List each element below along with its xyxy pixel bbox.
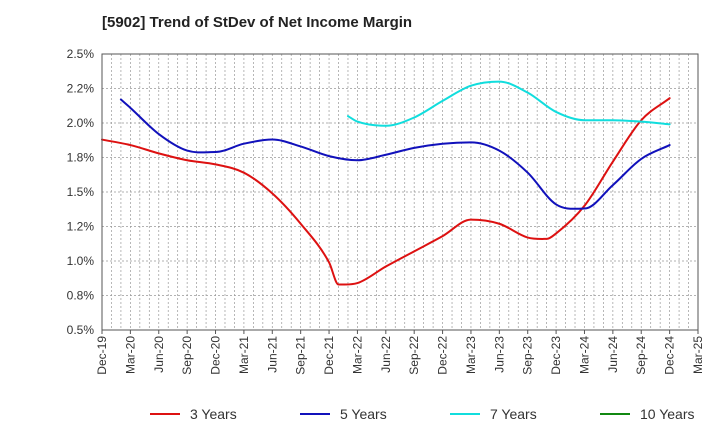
x-tick-label: Sep-23 bbox=[521, 336, 535, 375]
y-tick-label: 2.5% bbox=[67, 47, 95, 61]
y-tick-label: 1.5% bbox=[67, 185, 95, 199]
legend-label-7-years: 7 Years bbox=[490, 406, 537, 422]
plot-frame bbox=[101, 53, 699, 331]
x-tick-label: Dec-20 bbox=[209, 336, 223, 375]
x-tick-label: Sep-20 bbox=[180, 336, 194, 375]
series-line-3-years bbox=[101, 97, 671, 286]
x-tick-label: Mar-20 bbox=[123, 336, 137, 374]
y-tick-label: 0.8% bbox=[67, 289, 95, 303]
x-tick-label: Dec-21 bbox=[322, 336, 336, 375]
x-tick-label: Mar-25 bbox=[691, 336, 705, 374]
series-line-5-years bbox=[119, 98, 671, 210]
x-tick-label: Dec-22 bbox=[436, 336, 450, 375]
x-tick-label: Jun-22 bbox=[379, 336, 393, 373]
legend-label-5-years: 5 Years bbox=[340, 406, 387, 422]
x-tick-label: Jun-24 bbox=[606, 336, 620, 373]
x-tick-label: Dec-24 bbox=[663, 336, 677, 375]
grid-layer bbox=[102, 53, 698, 331]
y-tick-label: 2.0% bbox=[67, 116, 95, 130]
x-axis-ticks: Dec-19 Mar-20 Jun-20 Sep-20 Dec-20 Mar-21 Jun-… bbox=[95, 330, 705, 375]
series-line-7-years bbox=[346, 80, 671, 127]
x-tick-label: Mar-22 bbox=[350, 336, 364, 374]
y-tick-label: 1.2% bbox=[67, 220, 95, 234]
y-tick-label: 1.8% bbox=[67, 151, 95, 165]
x-tick-label: Mar-23 bbox=[464, 336, 478, 374]
x-tick-label: Mar-24 bbox=[577, 336, 591, 374]
x-tick-label: Sep-22 bbox=[407, 336, 421, 375]
x-tick-label: Sep-21 bbox=[294, 336, 308, 375]
series-layer bbox=[101, 80, 671, 286]
y-tick-label: 2.2% bbox=[67, 82, 95, 96]
y-tick-label: 0.5% bbox=[67, 323, 95, 337]
x-tick-label: Dec-23 bbox=[549, 336, 563, 375]
chart-title: [5902] Trend of StDev of Net Income Marg… bbox=[102, 14, 413, 31]
x-tick-label: Jun-23 bbox=[492, 336, 506, 373]
x-tick-label: Jun-20 bbox=[152, 336, 166, 373]
legend-label-10-years: 10 Years bbox=[640, 406, 695, 422]
x-tick-label: Sep-24 bbox=[634, 336, 648, 375]
legend-label-3-years: 3 Years bbox=[190, 406, 237, 422]
x-tick-label: Dec-19 bbox=[95, 336, 109, 375]
legend: 3 Years 5 Years 7 Years 10 Years bbox=[150, 406, 695, 422]
x-tick-label: Jun-21 bbox=[265, 336, 279, 373]
y-axis-ticks: 0.5% 0.8% 1.0% 1.2% 1.5% 1.8% 2.0% 2.2% 2.5% bbox=[67, 47, 95, 337]
x-tick-label: Mar-21 bbox=[237, 336, 251, 374]
y-tick-label: 1.0% bbox=[67, 254, 95, 268]
